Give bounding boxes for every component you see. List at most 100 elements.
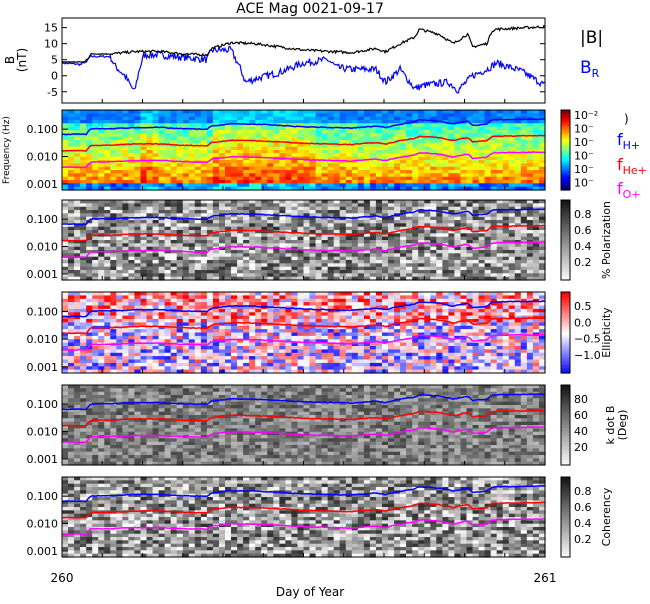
spectrogram-cell bbox=[116, 153, 123, 157]
spectrogram-cell bbox=[86, 173, 93, 177]
spectrogram-cell bbox=[340, 163, 347, 167]
spectrogram-cell bbox=[159, 253, 166, 257]
spectrogram-cell bbox=[418, 233, 425, 237]
spectrogram-cell bbox=[219, 143, 226, 147]
spectrogram-cell bbox=[279, 243, 286, 247]
spectrogram-cell bbox=[400, 133, 407, 137]
spectrogram-cell bbox=[62, 203, 69, 207]
spectrogram-cell bbox=[473, 173, 480, 177]
spectrogram-cell bbox=[370, 223, 377, 227]
spectrogram-cell bbox=[370, 263, 377, 267]
spectrogram-cell bbox=[128, 153, 135, 157]
spectrogram-cell bbox=[279, 163, 286, 167]
spectrogram-cell bbox=[334, 163, 341, 167]
spectrogram-cell bbox=[515, 213, 522, 217]
spectrogram-cell bbox=[298, 203, 305, 207]
spectrogram-cell bbox=[491, 113, 498, 117]
spectrogram-cell bbox=[249, 273, 256, 277]
spectrogram-cell bbox=[430, 233, 437, 237]
spectrogram-cell bbox=[177, 243, 184, 247]
spectrogram-cell bbox=[122, 253, 129, 257]
spectrogram-cell bbox=[436, 273, 443, 277]
spectrogram-cell bbox=[328, 183, 335, 187]
spectrogram-cell bbox=[322, 183, 329, 187]
spectrogram-cell bbox=[279, 173, 286, 177]
y-tick-label: 0.100 bbox=[27, 213, 59, 226]
spectrogram-cell bbox=[509, 183, 516, 187]
spectrogram-cell bbox=[195, 273, 202, 277]
spectrogram-cell bbox=[171, 183, 178, 187]
spectrogram-cell bbox=[467, 163, 474, 167]
spectrogram-cell bbox=[116, 223, 123, 227]
spectrogram-cell bbox=[454, 273, 461, 277]
spectrogram-cell bbox=[461, 223, 468, 227]
spectrogram-cell bbox=[503, 213, 510, 217]
spectrogram-cell bbox=[340, 173, 347, 177]
spectrogram-cell bbox=[406, 173, 413, 177]
spectrogram-cell bbox=[141, 123, 148, 127]
spectrogram-cell bbox=[201, 173, 208, 177]
spectrogram-cell bbox=[291, 263, 298, 267]
spectrogram-cell bbox=[243, 163, 250, 167]
spectrogram-cell bbox=[521, 123, 528, 127]
spectrogram-cell bbox=[467, 253, 474, 257]
spectrogram-cell bbox=[231, 263, 238, 267]
spectrogram-cell bbox=[454, 143, 461, 147]
spectrogram-cell bbox=[219, 163, 226, 167]
spectrogram-cell bbox=[533, 123, 540, 127]
spectrogram-cell bbox=[352, 273, 359, 277]
spectrogram-cell bbox=[261, 133, 268, 137]
spectrogram-cell bbox=[159, 153, 166, 157]
spectrogram-cell bbox=[418, 263, 425, 267]
spectrogram-cell bbox=[515, 243, 522, 247]
spectrogram-cell bbox=[340, 203, 347, 207]
spectrogram-cell bbox=[92, 163, 99, 167]
spectrogram-cell bbox=[74, 153, 81, 157]
spectrogram-cell bbox=[515, 163, 522, 167]
spectrogram-cell bbox=[237, 263, 244, 267]
spectrogram-cell bbox=[533, 263, 540, 267]
spectrogram-cell bbox=[491, 263, 498, 267]
spectrogram-cell bbox=[92, 213, 99, 217]
spectrogram-cell bbox=[316, 253, 323, 257]
spectrogram-cell bbox=[273, 143, 280, 147]
spectrogram-cell bbox=[412, 143, 419, 147]
spectrogram-cell bbox=[116, 163, 123, 167]
spectrogram-cell bbox=[261, 263, 268, 267]
spectrogram-cell bbox=[159, 223, 166, 227]
spectrogram-cell bbox=[406, 113, 413, 117]
spectrogram-cell bbox=[159, 113, 166, 117]
spectrogram-cell bbox=[491, 253, 498, 257]
spectrogram-cell bbox=[436, 113, 443, 117]
spectrogram-cell bbox=[406, 133, 413, 137]
spectrogram-cell bbox=[225, 253, 232, 257]
spectrogram-cell bbox=[195, 203, 202, 207]
spectrogram-cell bbox=[219, 253, 226, 257]
spectrogram-cell bbox=[110, 273, 117, 277]
spectrogram-cell bbox=[304, 203, 311, 207]
colorbar-tick-label: 10⁻ bbox=[574, 150, 594, 163]
spectrogram-cell bbox=[491, 173, 498, 177]
spectrogram-cell bbox=[201, 163, 208, 167]
colorbar: 0.80.60.40.2% Polarization bbox=[561, 200, 613, 281]
spectrogram-cell bbox=[316, 223, 323, 227]
spectrogram-cell bbox=[509, 143, 516, 147]
spectrogram-cell bbox=[255, 133, 262, 137]
spectrogram-cell bbox=[147, 203, 154, 207]
spectrogram-cell bbox=[134, 163, 141, 167]
spectrogram-cell bbox=[503, 203, 510, 207]
spectrogram-cell bbox=[527, 273, 534, 277]
spectrogram-cell bbox=[473, 183, 480, 187]
spectrogram-cell bbox=[352, 203, 359, 207]
spectrogram-cell bbox=[171, 123, 178, 127]
spectrogram-cell bbox=[86, 203, 93, 207]
y-tick-label: 5 bbox=[51, 54, 58, 67]
spectrogram-cell bbox=[201, 183, 208, 187]
spectrogram-cell bbox=[165, 253, 172, 257]
spectrogram-cell bbox=[189, 243, 196, 247]
spectrogram-cell bbox=[62, 263, 69, 267]
spectrogram-cell bbox=[364, 223, 371, 227]
spectrogram-cell bbox=[527, 143, 534, 147]
spectrogram-cell bbox=[424, 113, 431, 117]
